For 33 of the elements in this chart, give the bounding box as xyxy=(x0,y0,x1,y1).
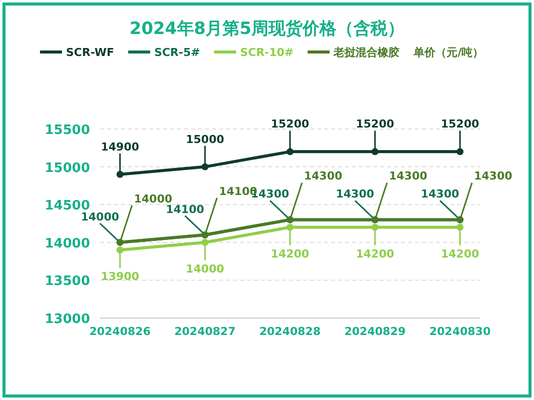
legend-label: SCR-5# xyxy=(154,46,200,59)
data-label: 15200 xyxy=(356,118,394,131)
data-label: 14200 xyxy=(356,247,394,260)
data-label: 14900 xyxy=(100,140,140,154)
legend-label: SCR-WF xyxy=(66,46,114,59)
data-label: 15200 xyxy=(270,118,310,131)
legend-label: SCR-10# xyxy=(240,46,294,59)
data-label: 13900 xyxy=(100,270,140,283)
x-tick-label: 20240829 xyxy=(344,325,406,338)
data-label: 14000 xyxy=(186,262,224,276)
legend-label: 老挝混合橡胶 xyxy=(332,46,400,59)
chart-title: 2024年8月第5周现货价格（含税） xyxy=(130,19,404,39)
x-tick-label: 20240827 xyxy=(174,325,236,338)
data-label: 15200 xyxy=(440,118,480,131)
data-label: 14300 xyxy=(336,188,374,201)
data-label: 14200 xyxy=(440,247,480,260)
data-label: 14000 xyxy=(134,192,173,206)
data-label: 14300 xyxy=(389,170,428,183)
y-tick-label: 13000 xyxy=(44,312,90,327)
y-tick-label: 15500 xyxy=(44,123,90,138)
data-label: 15000 xyxy=(186,132,224,146)
data-label: 14300 xyxy=(304,170,343,183)
y-tick-label: 14000 xyxy=(44,236,90,252)
x-tick-label: 20240828 xyxy=(259,325,321,338)
data-label: 14200 xyxy=(270,247,310,260)
data-label: 14300 xyxy=(420,188,460,201)
y-tick-label: 13500 xyxy=(44,274,90,290)
y-tick-label: 15000 xyxy=(44,160,90,176)
text: 单价（元/吨） xyxy=(412,46,484,59)
x-tick-label: 20240826 xyxy=(89,325,151,338)
data-label: 14100 xyxy=(166,202,204,216)
data-label: 14300 xyxy=(474,170,513,183)
x-tick-label: 20240830 xyxy=(429,325,491,338)
